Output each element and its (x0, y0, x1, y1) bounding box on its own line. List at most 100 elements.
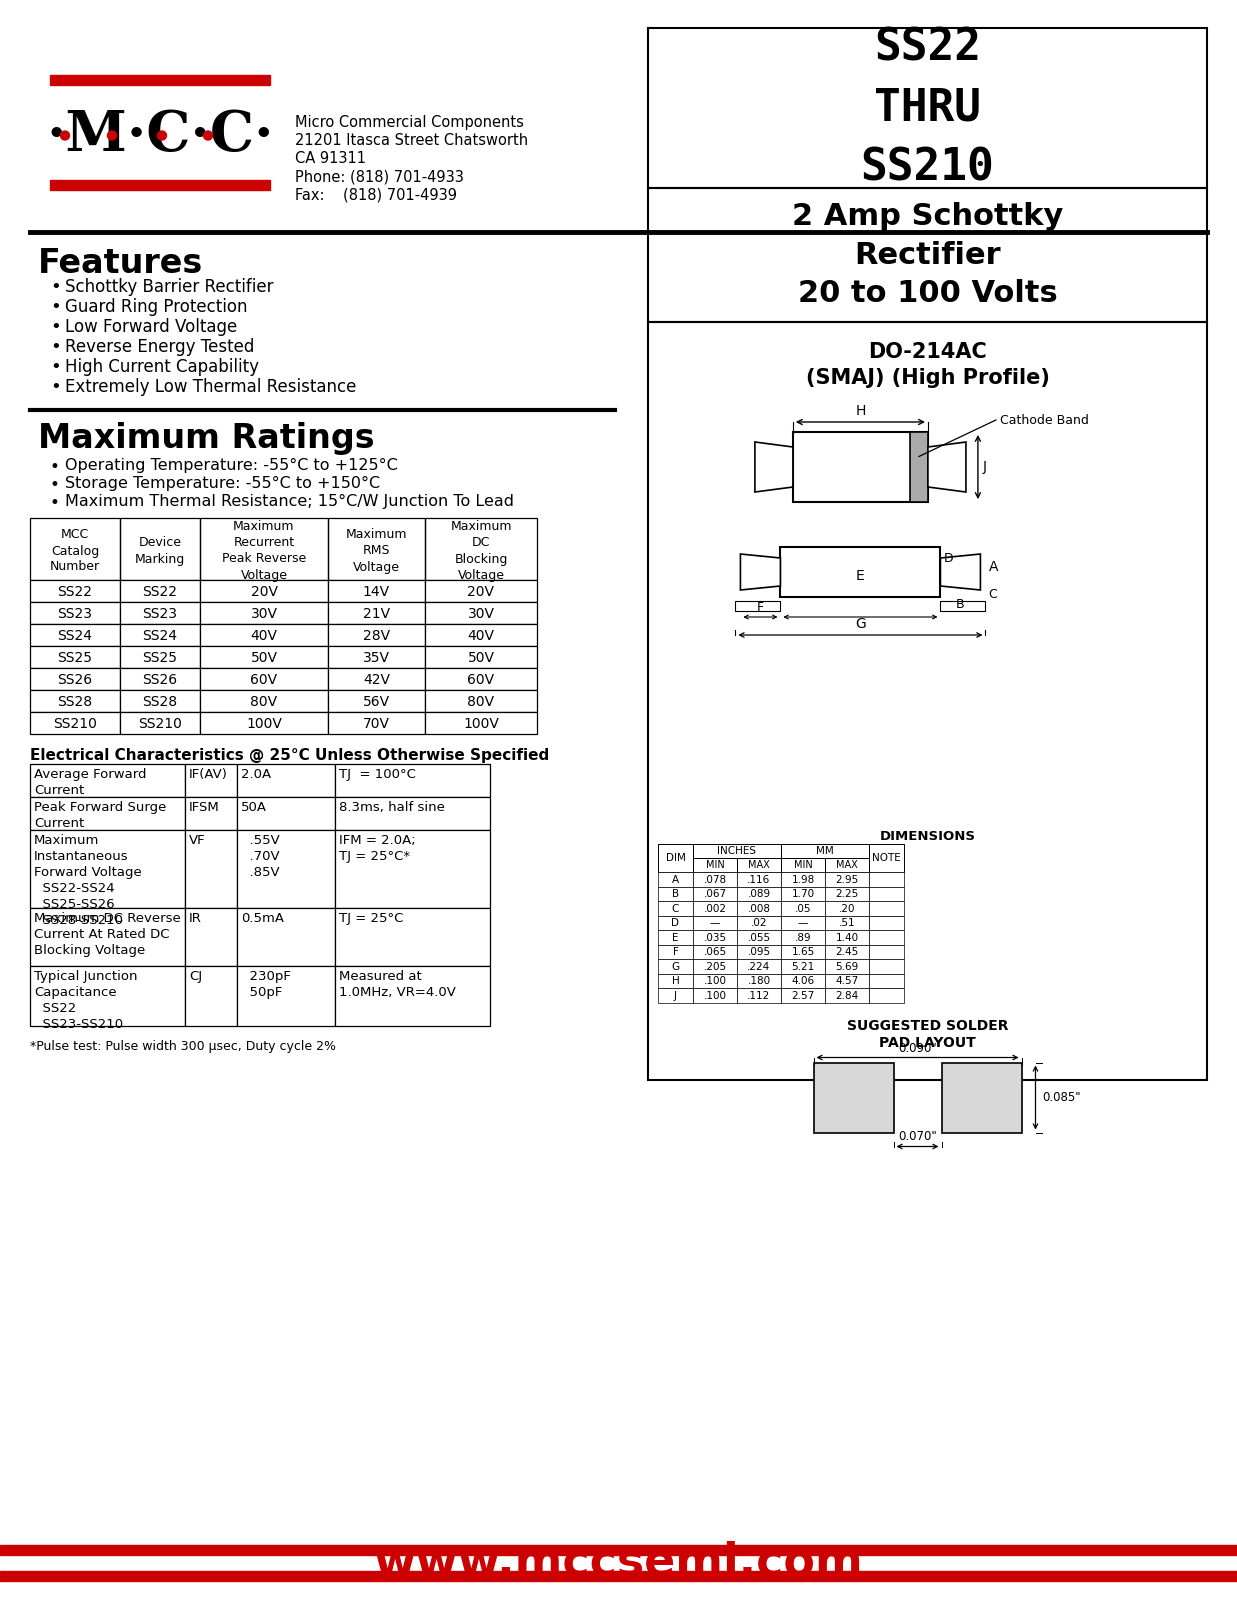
Text: IFSM: IFSM (189, 802, 220, 814)
Text: G: G (672, 962, 679, 971)
Text: MAX: MAX (748, 861, 769, 870)
Text: C: C (988, 587, 997, 600)
Text: SS28: SS28 (142, 694, 178, 709)
Text: 5.21: 5.21 (792, 962, 815, 971)
Bar (120, 712, 200, 734)
Text: .002: .002 (704, 904, 726, 914)
Text: .02: .02 (751, 918, 767, 928)
Text: 30V: 30V (468, 606, 495, 621)
Bar (870, 944, 904, 958)
Bar (737, 901, 781, 915)
Bar (120, 624, 200, 646)
Bar (870, 845, 904, 872)
Bar (30, 646, 120, 669)
Text: SS22
THRU
SS210: SS22 THRU SS210 (861, 27, 995, 189)
Bar (781, 901, 825, 915)
Text: IF(AV): IF(AV) (189, 768, 228, 781)
Bar (693, 858, 737, 872)
Text: IFM = 2.0A;
TJ = 25°C*: IFM = 2.0A; TJ = 25°C* (339, 834, 416, 862)
Bar (693, 973, 737, 987)
Bar (30, 830, 186, 909)
Text: .112: .112 (747, 990, 771, 1000)
Text: .180: .180 (747, 976, 771, 986)
Bar (335, 966, 490, 1026)
Text: .205: .205 (704, 962, 726, 971)
Bar (736, 602, 781, 611)
Text: •: • (49, 458, 59, 477)
Text: 5.69: 5.69 (835, 962, 858, 971)
Text: SS25: SS25 (57, 651, 93, 666)
Bar (693, 987, 737, 1003)
Bar (426, 624, 537, 646)
Bar (658, 915, 693, 930)
Text: C: C (672, 904, 679, 914)
Bar (186, 765, 238, 797)
Bar (793, 432, 928, 502)
Bar (120, 646, 200, 669)
Bar (693, 944, 737, 958)
Bar (658, 958, 693, 973)
Text: G: G (855, 618, 866, 630)
Text: Maximum DC Reverse
Current At Rated DC
Blocking Voltage: Maximum DC Reverse Current At Rated DC B… (33, 912, 181, 989)
Text: Features: Features (38, 246, 203, 280)
Text: J: J (674, 990, 677, 1000)
Text: 60V: 60V (468, 674, 495, 686)
Text: •: • (49, 358, 61, 376)
Bar (426, 518, 537, 579)
Circle shape (108, 131, 116, 141)
Text: ·M·C·C·: ·M·C·C· (46, 109, 273, 163)
Bar (186, 830, 238, 909)
Text: 100V: 100V (246, 717, 282, 731)
Bar (120, 690, 200, 712)
Text: Maximum
Recurrent
Peak Reverse
Voltage: Maximum Recurrent Peak Reverse Voltage (221, 520, 306, 581)
Bar (825, 944, 870, 958)
Bar (825, 958, 870, 973)
Text: Maximum Thermal Resistance; 15°C/W Junction To Lead: Maximum Thermal Resistance; 15°C/W Junct… (66, 494, 515, 509)
Text: F: F (757, 602, 764, 614)
Text: SS23: SS23 (57, 606, 93, 621)
Bar (426, 712, 537, 734)
Text: 56V: 56V (362, 694, 390, 709)
Text: MCC
Catalog
Number: MCC Catalog Number (49, 528, 100, 573)
Text: .089: .089 (747, 890, 771, 899)
Text: 50A: 50A (241, 802, 267, 814)
Text: .078: .078 (704, 875, 726, 885)
Text: •: • (49, 298, 61, 317)
Bar (658, 944, 693, 958)
Text: 50V: 50V (251, 651, 277, 666)
Bar (870, 958, 904, 973)
Text: SS24: SS24 (57, 629, 93, 643)
Text: .095: .095 (747, 947, 771, 957)
Text: 100V: 100V (463, 717, 499, 731)
Bar (426, 646, 537, 669)
Bar (658, 872, 693, 886)
Bar (737, 973, 781, 987)
Text: Phone: (818) 701-4933: Phone: (818) 701-4933 (294, 170, 464, 184)
Bar (30, 690, 120, 712)
Text: D: D (944, 552, 952, 565)
Text: .55V
  .70V
  .85V: .55V .70V .85V (241, 834, 280, 878)
Bar (30, 797, 186, 830)
Bar (648, 187, 1207, 322)
Text: MIN: MIN (705, 861, 725, 870)
Circle shape (204, 131, 213, 141)
Bar (781, 958, 825, 973)
Circle shape (157, 131, 167, 141)
Bar (30, 909, 186, 966)
Text: .116: .116 (747, 875, 771, 885)
Bar (328, 690, 426, 712)
Bar (781, 547, 940, 597)
Bar (781, 915, 825, 930)
Text: 4.06: 4.06 (792, 976, 814, 986)
Bar (328, 624, 426, 646)
Polygon shape (928, 442, 966, 493)
Text: SS26: SS26 (57, 674, 93, 686)
Text: —: — (710, 918, 720, 928)
Bar (30, 966, 186, 1026)
Text: SS24: SS24 (142, 629, 177, 643)
Bar (30, 624, 120, 646)
Text: 4.57: 4.57 (835, 976, 858, 986)
Text: A: A (988, 560, 998, 574)
Bar (737, 886, 781, 901)
Text: TJ  = 100°C: TJ = 100°C (339, 768, 416, 781)
